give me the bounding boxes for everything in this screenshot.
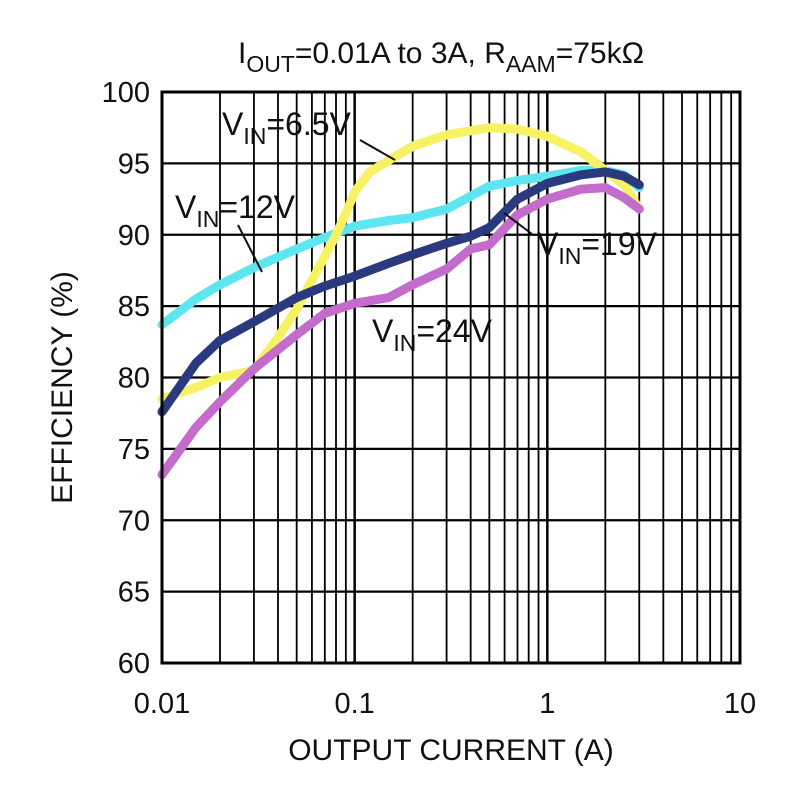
svg-text:VIN=24V: VIN=24V (372, 313, 493, 356)
y-tick-label: 75 (118, 434, 150, 466)
y-tick-label: 80 (118, 363, 150, 395)
chart-title: IOUT=0.01A to 3A, RAAM=75kΩ (238, 37, 644, 77)
y-tick-label: 60 (118, 648, 150, 680)
leader-line-vin-12v (237, 224, 263, 273)
svg-text:VIN=19V: VIN=19V (537, 226, 658, 269)
series-label-vin-12v: VIN=12V (175, 189, 296, 232)
plot-frame (160, 90, 742, 665)
x-tick-label: 1 (539, 688, 555, 720)
series-label-vin-19v: VIN=19V (537, 226, 658, 269)
series-lines (157, 123, 644, 480)
chart-title-part: I (238, 37, 246, 70)
chart-title-subscript: OUT (246, 51, 295, 77)
series-line-2 (157, 167, 644, 417)
x-axis-title: OUTPUT CURRENT (A) (288, 734, 614, 767)
x-tick-label: 10 (724, 688, 756, 720)
y-tick-label: 100 (102, 77, 150, 109)
tick-labels: 60 65 70 75 80 85 90 95 100 0.01 0.1 1 10 (102, 77, 757, 720)
series-label-vin-6-5v: VIN=6.5V (222, 106, 352, 149)
y-tick-label: 90 (118, 220, 150, 252)
x-tick-label: 0.1 (335, 688, 375, 720)
svg-text:VIN=6.5V: VIN=6.5V (222, 106, 352, 149)
y-tick-label: 70 (118, 505, 150, 537)
series-label-vin-24v: VIN=24V (372, 313, 493, 356)
chart-title-subscript: AAM (506, 51, 556, 77)
leader-line-vin-19v (503, 212, 533, 235)
leader-line-vin-6-5v (359, 139, 396, 161)
y-tick-label: 95 (118, 148, 150, 180)
y-axis-title: EFFICIENCY (%) (46, 271, 79, 504)
series-line-3 (157, 183, 644, 480)
grid (160, 90, 740, 665)
svg-text:VIN=12V: VIN=12V (175, 189, 296, 232)
x-tick-label: 0.01 (134, 688, 190, 720)
y-tick-label: 85 (118, 291, 150, 323)
y-tick-label: 65 (118, 577, 150, 609)
chart-title-part: =0.01A to 3A, R (295, 37, 506, 70)
chart-title-part: =75kΩ (556, 37, 644, 70)
